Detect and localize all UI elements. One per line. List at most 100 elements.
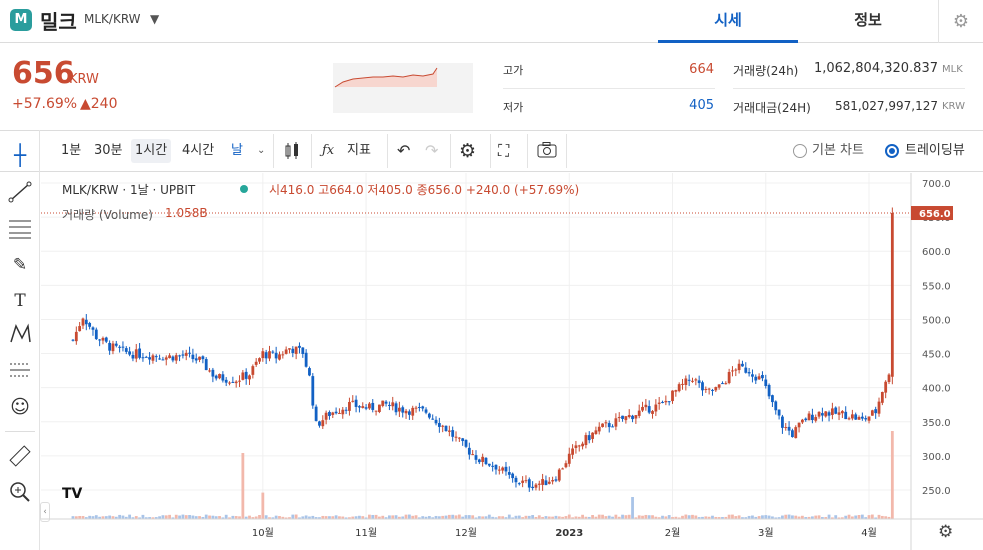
volume-bar [158,516,161,519]
gear-icon[interactable]: ⚙ [938,522,954,542]
interval-1m[interactable]: 1분 [61,143,82,158]
trendline-icon[interactable] [8,180,32,204]
chevron-down-icon[interactable]: ▼ [150,12,160,26]
volume-bar [354,516,358,519]
tab-price[interactable]: 시세 [658,0,798,43]
candle-body [514,477,518,483]
candle-body [467,447,471,455]
pattern-icon[interactable] [8,322,32,346]
volume-bar [807,516,811,519]
price-chart[interactable]: 700.0650.0600.0550.0500.0450.0400.0350.0… [41,173,983,550]
interval-1h[interactable]: 1시간 [131,139,172,163]
candle-body [71,339,75,341]
volume-bar [331,516,335,519]
volume-bar [571,517,574,519]
brush-icon[interactable]: ✎ [12,255,28,275]
undo-icon[interactable]: ↶ [397,141,411,160]
volume-bar [88,515,92,519]
candle-body [324,412,328,420]
ruler-icon[interactable] [8,444,32,468]
candle-body [171,356,175,361]
collapse-toolbar-icon[interactable]: ‹ [40,502,50,522]
candle-body [168,355,171,359]
divider [490,134,491,168]
volume-bar [494,517,498,519]
candle-body [877,401,881,414]
volume-bar [564,516,568,519]
candle-body [721,383,724,385]
volume-bar [777,517,781,519]
candle-body [218,374,221,379]
candle-body [158,358,161,360]
interval-day[interactable]: 날 [231,143,243,158]
settings-gear-icon[interactable]: ⚙ [459,140,477,162]
candle-body [104,337,108,342]
volume-bar [551,516,555,519]
volume-bar [671,517,674,519]
volume-bar [511,517,515,519]
candle-body [811,414,814,421]
fib-lines-icon[interactable] [8,216,32,240]
candle-body [274,352,278,359]
radio-tradingview[interactable] [885,144,899,158]
candle-body [198,356,201,360]
volume-bar [794,515,798,519]
candle-body [341,409,345,415]
volume-bar [701,516,704,519]
emoji-icon[interactable]: ☺ [10,396,30,418]
ohlc-legend: 시416.0 고664.0 저405.0 종656.0 +240.0 (+57.… [269,183,580,197]
volume-bar [288,517,291,519]
indicator-button[interactable]: 지표 [347,143,371,158]
volume-bar [501,516,505,519]
volume-bar [577,516,581,519]
candle-body [74,331,78,342]
camera-icon[interactable] [536,141,558,159]
high-value: 664 [689,62,714,77]
volume-bar [204,514,208,519]
volume-bar [594,516,598,519]
candle-type-icon[interactable] [283,141,301,161]
volume-bar [138,517,141,519]
candle-body [201,356,205,360]
candle-body [867,416,871,421]
tab-info[interactable]: 정보 [854,11,882,29]
candle-body [271,351,275,353]
zoom-in-icon[interactable] [8,480,32,504]
radio-basic-chart[interactable] [793,144,807,158]
coin-logo-icon: M [10,9,32,31]
volume-bar [774,517,778,519]
crosshair-icon[interactable]: ┼ [13,143,27,167]
candle-body [671,390,674,402]
volume-bar [824,517,828,519]
volume-value: 1,062,804,320.837 [813,61,938,76]
chevron-down-icon[interactable]: ⌄ [257,145,266,156]
forecast-icon[interactable] [8,358,32,382]
volume-bar [491,516,495,519]
candle-body [691,380,694,382]
divider [311,134,312,168]
volume-bar [617,516,621,519]
candle-body [368,403,371,409]
volume-bar [644,514,648,519]
candle-body [164,357,168,360]
volume-bar [497,516,501,519]
candle-body [844,411,848,420]
volume-bar [434,515,438,519]
gear-icon[interactable]: ⚙ [938,0,983,43]
candle-body [378,404,381,412]
candle-body [108,342,112,351]
redo-icon[interactable]: ↷ [425,141,439,160]
candle-body [451,430,455,437]
candle-body [268,351,271,359]
candle-body [148,357,151,360]
candle-body [348,401,351,411]
candle-body [244,371,248,379]
volume-bar [591,515,594,519]
volume-bar [334,515,338,519]
interval-4h[interactable]: 4시간 [182,143,215,158]
interval-30m[interactable]: 30분 [94,143,123,158]
text-tool-icon[interactable]: T [14,291,26,311]
function-icon[interactable]: ƒx [322,143,335,158]
candle-body [614,418,618,427]
fullscreen-icon[interactable]: ⛶ [498,141,510,160]
